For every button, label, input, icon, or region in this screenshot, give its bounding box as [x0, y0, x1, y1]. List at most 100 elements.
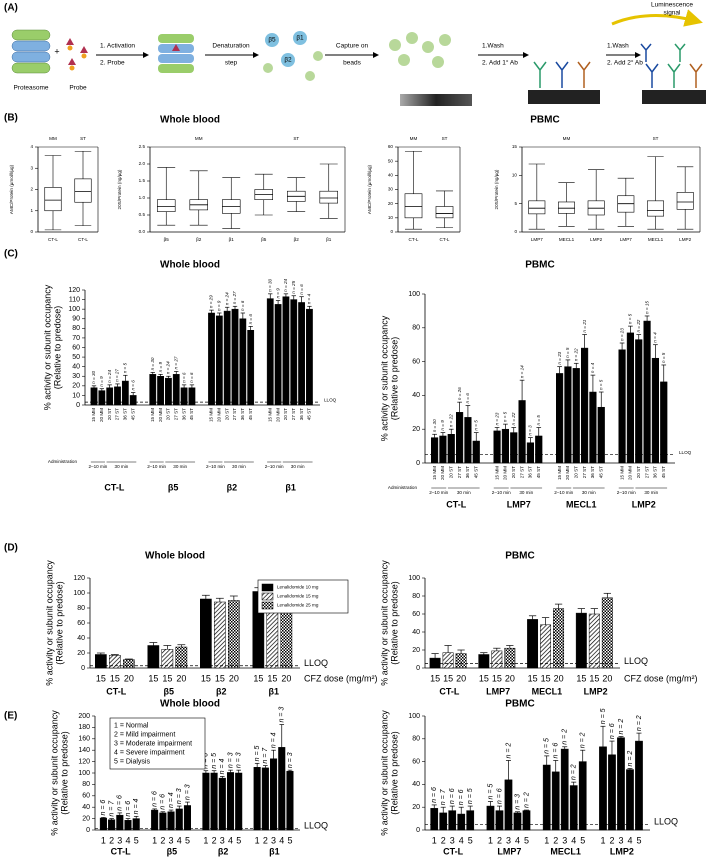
y-tick-label: 0	[30, 229, 33, 234]
n-label: n = 3	[528, 425, 533, 436]
diagram-label: beads	[343, 60, 361, 67]
n-label: n = 23	[619, 328, 624, 341]
y-tick-label: 60	[412, 358, 420, 365]
bar	[429, 657, 441, 669]
x-tick-label: 15 MM	[494, 466, 499, 480]
x-tick-label: 1	[152, 835, 157, 845]
x-tick-label: 45 ST	[598, 466, 603, 478]
n-label: n = 6	[248, 314, 253, 325]
admin-label: 30 min	[291, 464, 305, 469]
x-tick-label: 3	[271, 835, 276, 845]
box	[676, 192, 694, 210]
bar	[556, 373, 564, 464]
bar	[218, 777, 226, 831]
n-label: n = 4	[270, 732, 277, 748]
n-label: n = 5	[123, 363, 128, 374]
x-tick-label: 20	[176, 673, 186, 683]
y-axis-label: % activity or subunit occupancy	[379, 710, 389, 836]
y-axis-label: % activity or subunit occupancy	[379, 315, 389, 441]
n-label: n = 9	[440, 420, 445, 431]
n-label: n = 15	[644, 301, 649, 314]
bar	[660, 381, 668, 464]
n-label: n = 6	[181, 372, 186, 383]
proteasome-icon	[158, 34, 194, 73]
bar	[147, 645, 160, 669]
x-tick-label: MECL1	[559, 237, 575, 242]
x-tick-label: 45 ST	[248, 408, 253, 420]
admin-label: 30 min	[582, 490, 596, 495]
chart-title: PBMC	[530, 115, 559, 126]
category-label: β5	[167, 846, 178, 856]
legend-label: Lenalidomide 25 mg	[277, 603, 319, 608]
bar	[643, 320, 651, 464]
bar	[223, 310, 231, 406]
n-label: n = 5	[600, 708, 607, 724]
x-tick-label: 15	[576, 673, 586, 683]
y-tick-label: 0.0	[139, 229, 146, 234]
category-label: β1	[285, 482, 296, 492]
x-axis-label: CFZ dose (mg/m²)	[624, 673, 698, 683]
bar	[486, 805, 495, 831]
lloq-label: LLOQ	[654, 817, 678, 827]
bar	[431, 437, 439, 464]
bar	[215, 315, 223, 406]
bar	[226, 772, 235, 831]
n-label: n = 27	[173, 356, 178, 369]
x-tick-label: 20	[554, 673, 564, 683]
antibody-icons	[640, 43, 706, 104]
diagram-label: step	[225, 60, 238, 67]
y-tick-label: 60	[72, 344, 80, 351]
y-tick-label: 20	[412, 804, 420, 811]
lloq-label: LLOQ	[324, 397, 337, 402]
x-tick-label: 2	[109, 835, 114, 845]
y-tick-label: 40	[412, 392, 420, 399]
category-label: β5	[168, 482, 179, 492]
admin-label: 2–10 min	[617, 490, 636, 495]
chart-title: PBMC	[525, 260, 554, 271]
x-tick-label: 1	[203, 835, 208, 845]
y-tick-label: 80	[72, 325, 80, 332]
x-tick-label: 4	[279, 835, 284, 845]
bar	[608, 754, 616, 831]
bar	[456, 412, 464, 464]
n-label: n = 3	[514, 794, 521, 810]
n-label: n = 6	[299, 284, 304, 295]
y-axis-label: % activity or subunit occupancy	[49, 710, 59, 836]
y-tick-label: 80	[77, 605, 85, 612]
x-tick-label: LMP2	[590, 237, 602, 242]
y-tick-label: 1.0	[139, 195, 146, 200]
x-tick-label: 1	[488, 835, 493, 845]
x-tick-label: 15	[528, 673, 538, 683]
n-label: n = 6	[240, 300, 245, 311]
x-tick-label: 4	[125, 835, 130, 845]
y-tick-label: 20	[412, 647, 420, 654]
x-tick-label: 15	[253, 673, 263, 683]
bar	[231, 308, 239, 406]
n-label: n = 6	[130, 380, 135, 391]
n-label: n = 5	[473, 420, 478, 431]
y-tick-label: 0	[514, 229, 517, 234]
bar	[129, 395, 137, 406]
y-tick-label: 40	[412, 629, 420, 636]
n-label: n = 7	[108, 800, 115, 817]
x-tick-label: 3	[169, 835, 174, 845]
diagram-label: signal	[664, 10, 682, 17]
y-tick-label: 0	[416, 665, 420, 672]
group-label: MM	[49, 136, 57, 141]
n-label: n = 4	[653, 332, 658, 343]
category-label: LMP7	[497, 846, 521, 856]
x-tick-label: 36 ST	[181, 408, 186, 420]
x-tick-label: 20	[456, 673, 466, 683]
y-tick-label: 1.5	[139, 178, 146, 183]
x-tick-label: 1	[600, 835, 605, 845]
x-tick-label: 36 ST	[528, 466, 533, 478]
x-tick-label: 20	[281, 673, 291, 683]
admin-label: 2–10 min	[492, 490, 511, 495]
category-label: β1	[269, 846, 280, 856]
x-tick-label: 4	[459, 835, 464, 845]
legend-label: Lenalidomide 10 mg	[277, 585, 319, 590]
x-tick-label: 3	[450, 835, 455, 845]
y-tick-label: 4	[30, 144, 33, 149]
bar	[635, 740, 643, 831]
y-tick-label: 5	[514, 201, 517, 206]
